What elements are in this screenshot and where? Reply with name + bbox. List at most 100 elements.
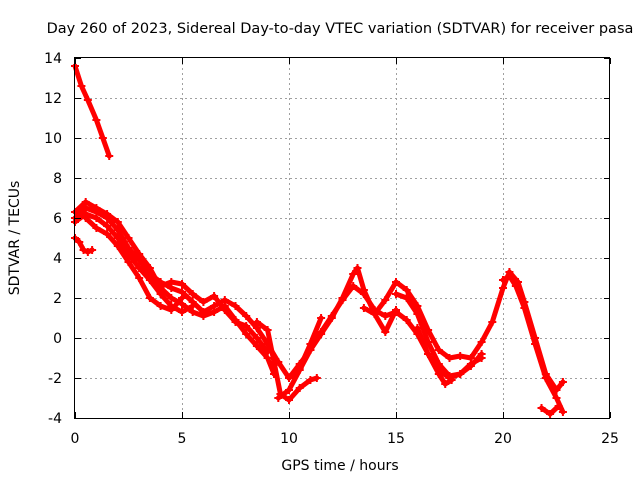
series-track-sat-n	[500, 273, 566, 415]
point-sat-f-0	[81, 214, 90, 222]
point-sat-n-3	[520, 304, 529, 312]
point-sat-j-3	[317, 328, 326, 336]
point-sat-b-3	[83, 248, 92, 256]
series-sat-f	[81, 214, 186, 314]
point-sat-k-9	[456, 352, 465, 360]
point-sat-d-6	[135, 250, 144, 258]
point-sat-a-2	[83, 96, 92, 104]
point-sat-g-11	[252, 334, 261, 342]
series-sat-g	[135, 264, 272, 356]
grid-lines	[75, 58, 610, 418]
plot-frame	[74, 57, 610, 419]
point-sat-n-2	[511, 282, 520, 290]
series-sat-i	[274, 264, 400, 402]
point-sat-k-2	[381, 296, 390, 304]
point-sat-d-4	[113, 218, 122, 226]
point-sat-b-2	[79, 246, 88, 254]
point-sat-m-2	[434, 370, 443, 378]
point-sat-j-4	[327, 312, 336, 320]
point-sat-g-0	[135, 264, 144, 272]
point-sat-o-1	[546, 410, 555, 418]
point-sat-h-1	[263, 326, 272, 334]
point-sat-e-4	[113, 234, 122, 242]
x-tick-label-4: 20	[494, 431, 512, 447]
point-sat-c-23	[317, 314, 326, 322]
point-sat-n-1	[505, 272, 514, 280]
point-sat-f-6	[145, 294, 154, 302]
point-sat-k-0	[359, 304, 368, 312]
point-sat-j-7	[359, 290, 368, 298]
point-sat-g-9	[231, 318, 240, 326]
point-sat-o-0	[537, 404, 546, 412]
x-tick-label-1: 5	[178, 431, 187, 447]
point-sat-h-0	[252, 318, 261, 326]
point-sat-l-7	[466, 360, 475, 368]
point-sat-a-5	[105, 152, 114, 160]
series-sat-l	[392, 290, 486, 380]
point-sat-j-6	[349, 282, 358, 290]
point-sat-d-3	[103, 210, 112, 218]
point-sat-f-4	[124, 258, 133, 266]
point-sat-h-2	[270, 358, 279, 366]
point-sat-k-3	[392, 278, 400, 286]
series-sat-n	[499, 272, 567, 416]
series-track-sat-c	[72, 205, 324, 381]
point-sat-i-7	[349, 270, 358, 278]
y-tick-label-3: 2	[53, 291, 62, 307]
point-sat-m-4	[447, 376, 456, 384]
point-sat-n-4	[531, 340, 540, 348]
x-tick-label-0: 0	[71, 431, 80, 447]
x-tick-label-2: 10	[280, 431, 298, 447]
point-sat-g-2	[156, 282, 165, 290]
x-tick-labels: 0 5 10 15 20 25	[71, 431, 619, 447]
y-tick-label-5: 6	[53, 211, 62, 227]
point-sat-d-9	[167, 294, 176, 302]
point-sat-h-4	[285, 396, 293, 404]
point-sat-h-7	[312, 374, 321, 382]
point-sat-k-4	[402, 286, 411, 294]
point-sat-j-9	[381, 312, 390, 320]
series-track-sat-i	[275, 265, 399, 401]
point-sat-k-7	[434, 346, 443, 354]
series-track-sat-f	[83, 215, 185, 313]
point-sat-l-6	[456, 370, 465, 378]
point-sat-j-10	[392, 308, 400, 316]
y-axis-label: SDTVAR / TECUs	[7, 181, 23, 296]
point-sat-n-0	[499, 276, 507, 284]
series-sat-h	[252, 318, 321, 404]
chart-title: Day 260 of 2023, Sidereal Day-to-day VTE…	[47, 21, 634, 37]
point-sat-g-1	[145, 274, 154, 282]
point-sat-g-3	[167, 278, 176, 286]
y-tick-label-1: -2	[48, 371, 62, 387]
x-tick-label-5: 25	[601, 431, 619, 447]
point-sat-d-13	[210, 308, 219, 316]
point-sat-n-7	[558, 408, 567, 416]
point-sat-e-3	[103, 222, 112, 230]
point-sat-b-4	[88, 246, 97, 254]
point-sat-c-15	[231, 302, 240, 310]
point-sat-f-3	[113, 242, 122, 250]
x-axis-label: GPS time / hours	[281, 458, 398, 474]
point-sat-l-2	[413, 310, 422, 318]
point-sat-n-5	[541, 374, 550, 382]
series-sat-a	[71, 62, 114, 160]
point-sat-f-5	[135, 274, 144, 282]
point-sat-g-7	[210, 292, 219, 300]
point-sat-e-11	[188, 302, 197, 310]
point-sat-l-1	[402, 294, 411, 302]
point-sat-a-1	[77, 82, 86, 90]
data-series	[71, 62, 567, 418]
series-sat-o	[537, 402, 563, 418]
series-sat-k	[359, 268, 567, 394]
point-sat-f-1	[92, 224, 101, 232]
point-sat-l-0	[392, 290, 400, 298]
point-sat-d-7	[145, 264, 154, 272]
point-sat-k-13	[499, 284, 507, 292]
series-track-sat-h	[254, 319, 320, 403]
point-sat-g-8	[220, 306, 229, 314]
point-sat-d-12	[199, 312, 208, 320]
series-track-sat-a	[72, 63, 112, 159]
point-sat-j-1	[295, 360, 304, 368]
axis-ticks	[75, 58, 611, 419]
